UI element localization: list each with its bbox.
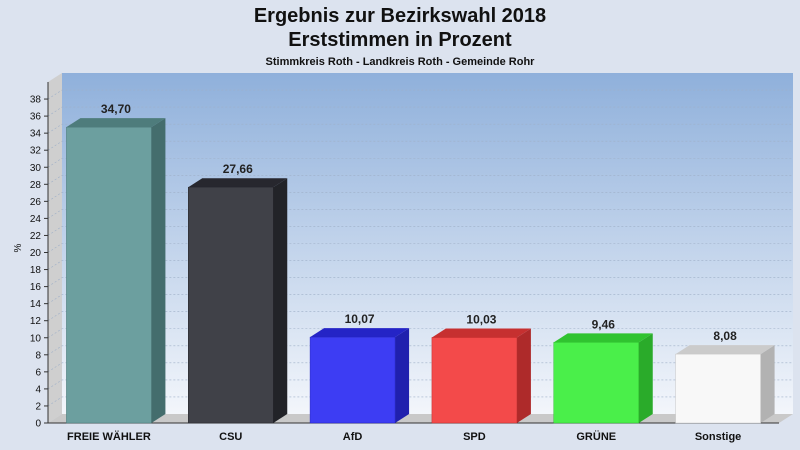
- bar: [188, 178, 288, 424]
- grid-line: [47, 396, 793, 407]
- bar: [309, 328, 410, 424]
- grid-line: [47, 175, 793, 185]
- bar-side: [273, 178, 288, 423]
- grid-line: [47, 311, 793, 321]
- x-tick-label: Sonstige: [695, 431, 741, 443]
- bar-top: [66, 118, 166, 128]
- chart-title-line2: Erststimmen in Prozent: [288, 29, 512, 51]
- y-axis-label: %: [13, 243, 24, 252]
- bar-top: [188, 178, 288, 188]
- data-label: 27,66: [223, 162, 253, 176]
- bar-front: [675, 353, 761, 424]
- grid-line: [47, 209, 793, 219]
- grid-line: [47, 243, 793, 253]
- y-tick-label: 22: [30, 231, 42, 242]
- data-label: 34,70: [101, 102, 131, 116]
- y-tick-label: 14: [30, 299, 42, 310]
- category-labels: FREIE WÄHLER CSU AfD SPD GRÜNE Sonstige: [67, 430, 741, 443]
- y-tick-label: 36: [30, 112, 42, 123]
- grid-line: [47, 140, 793, 151]
- y-tick-label: 16: [30, 282, 42, 293]
- chart-title: Ergebnis zur Bezirkswahl 2018: [254, 5, 546, 27]
- bar-front: [188, 186, 274, 424]
- x-tick-label: CSU: [219, 431, 242, 443]
- y-tick-label: 34: [30, 129, 42, 140]
- grid-line: [47, 192, 793, 202]
- data-label: 9,46: [592, 317, 616, 331]
- grid-line: [47, 157, 793, 168]
- bar-side: [760, 345, 775, 423]
- grid-line: [47, 277, 793, 287]
- grid-line: [47, 89, 793, 100]
- y-tick-label: 12: [30, 316, 42, 327]
- bar-top: [553, 333, 653, 343]
- grid-line: [47, 294, 793, 304]
- y-tick-label: 8: [35, 350, 41, 361]
- x-tick-label: SPD: [463, 431, 486, 443]
- bar: [553, 333, 653, 424]
- grid-line: [47, 226, 793, 236]
- x-tick-label: GRÜNE: [576, 430, 616, 443]
- x-tick-label: FREIE WÄHLER: [67, 430, 151, 443]
- bars: 34,70 27,66 10,07 10,03 9,46 8,08: [66, 102, 775, 424]
- data-label: 10,03: [466, 312, 496, 326]
- bar: [431, 328, 531, 424]
- y-tick-label: 10: [30, 333, 42, 344]
- chart-subtitle: Stimmkreis Roth - Landkreis Roth - Gemei…: [266, 56, 536, 68]
- grid-line: [47, 328, 793, 339]
- x-tick-label: AfD: [343, 431, 363, 443]
- grid-line: [47, 106, 793, 117]
- bar-side: [638, 333, 653, 423]
- y-tick-label: 18: [30, 265, 42, 276]
- bar: [66, 118, 166, 424]
- y-tick-label: 28: [30, 180, 42, 191]
- data-label: 8,08: [713, 329, 737, 343]
- y-tick-label: 6: [35, 367, 41, 378]
- y-tick-label: 30: [30, 163, 42, 174]
- y-tick-label: 4: [35, 384, 41, 395]
- bar-side: [395, 328, 410, 423]
- bar-front: [309, 336, 396, 424]
- grid-line: [47, 123, 793, 134]
- grid-line: [47, 345, 793, 356]
- grid-lines: [47, 89, 793, 407]
- grid-line: [47, 379, 793, 390]
- bar-top: [310, 328, 410, 338]
- grid-line: [47, 362, 793, 373]
- bar: [675, 345, 775, 424]
- y-tick-label: 32: [30, 146, 42, 157]
- y-tick-label: 0: [35, 419, 41, 430]
- data-label: 10,07: [345, 312, 375, 326]
- y-tick-label: 2: [35, 401, 41, 412]
- y-tick-label: 26: [30, 197, 42, 208]
- y-tick-label: 20: [30, 248, 42, 259]
- bar-top: [431, 328, 531, 338]
- bar-front: [431, 337, 518, 424]
- bar-front: [553, 342, 639, 424]
- y-tick-label: 24: [30, 214, 42, 225]
- y-tick-label: 38: [30, 95, 42, 106]
- bar-front: [66, 126, 152, 424]
- grid-line: [47, 260, 793, 270]
- bar-side: [516, 328, 531, 423]
- bar-top: [675, 345, 775, 355]
- bar-side: [151, 118, 166, 424]
